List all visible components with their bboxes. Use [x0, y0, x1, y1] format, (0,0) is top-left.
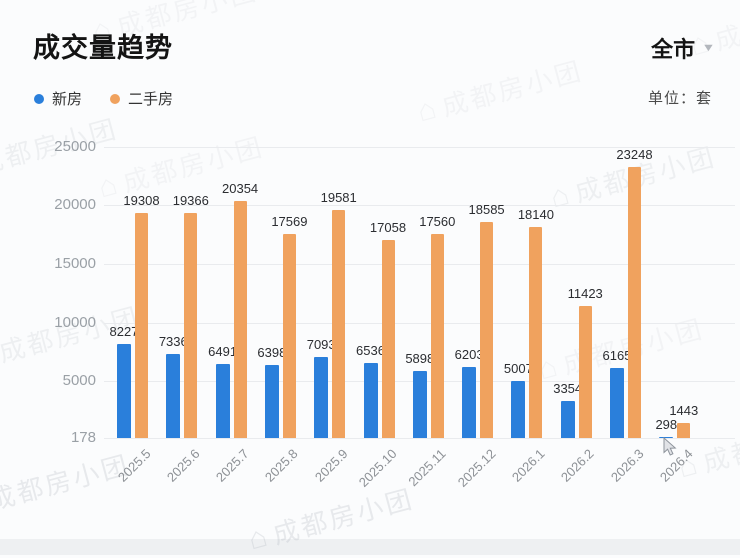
gridline: [104, 263, 735, 265]
bar-value-label: 6536: [356, 343, 385, 359]
bar-新房-2026.3: [610, 367, 624, 438]
bar-新房-2026.2: [560, 400, 575, 438]
bar-新房-2025.8: [264, 365, 279, 438]
bar-value-label: 17560: [419, 213, 456, 229]
bar-value-label: 18585: [468, 201, 505, 217]
bar-value-label: 6203: [454, 347, 484, 363]
bar-value-label: 17058: [369, 219, 407, 235]
bar-新房-2025.10: [363, 363, 378, 438]
bar-二手房-2026.1: [529, 227, 543, 438]
legend-label: 二手房: [128, 91, 174, 108]
gridline: [104, 438, 735, 439]
bar-value-label: 3354: [553, 380, 583, 396]
y-axis-tick-label: 178: [70, 429, 96, 446]
bar-新房-2025.5: [117, 343, 131, 438]
bar-新房-2026.1: [511, 381, 526, 438]
bar-新房-2025.12: [462, 367, 477, 438]
legend-item-new-homes: 新房: [34, 88, 82, 109]
bar-二手房-2025.12: [480, 221, 494, 438]
gridline: [104, 205, 735, 207]
legend-dot-new-homes: [34, 93, 44, 104]
bar-value-label: 6491: [208, 343, 238, 359]
bar-value-label: 6165: [602, 347, 632, 363]
bar-value-label: 298: [655, 416, 678, 432]
bar-新房-2025.11: [412, 370, 427, 438]
bar-value-label: 19581: [320, 190, 357, 206]
page-background-edge: [0, 539, 740, 555]
region-selector-label: 全市: [651, 37, 696, 62]
legend-label: 新房: [52, 91, 83, 108]
bar-二手房-2025.6: [184, 212, 198, 438]
bar-value-label: 7093: [306, 336, 336, 352]
bar-二手房-2025.9: [332, 210, 346, 438]
bar-value-label: 23248: [616, 147, 653, 163]
bar-二手房-2026.2: [578, 305, 592, 438]
bar-value-label: 7336: [158, 333, 188, 349]
bar-二手房-2025.11: [430, 233, 444, 438]
y-axis-tick-label: 25000: [54, 137, 96, 155]
bar-value-label: 17569: [271, 213, 308, 229]
bar-value-label: 6398: [257, 345, 287, 360]
legend-item-secondhand-homes: 二手房: [110, 88, 173, 109]
y-axis-tick-label: 20000: [54, 196, 96, 214]
bar-二手房-2025.10: [381, 239, 395, 438]
bar-value-label: 20354: [222, 181, 259, 197]
y-axis-tick-label: 5000: [62, 372, 96, 390]
bar-value-label: 19366: [172, 192, 209, 208]
mouse-cursor-icon: [663, 437, 677, 456]
y-axis-tick-label: 10000: [54, 313, 96, 331]
region-selector[interactable]: 全市 ▼: [651, 32, 716, 64]
gridline: [104, 146, 735, 148]
bar-二手房-2025.5: [135, 213, 148, 438]
bar-value-label: 18140: [517, 207, 554, 223]
bar-新房-2026.4: [659, 436, 674, 438]
chart-legend: 新房 二手房: [34, 88, 173, 109]
bar-value-label: 1443: [669, 403, 699, 419]
chevron-down-icon: ▼: [701, 42, 716, 54]
bar-value-label: 8227: [109, 323, 139, 339]
bar-二手房-2025.7: [233, 201, 247, 438]
y-axis-tick-label: 15000: [54, 254, 96, 272]
page-title: 成交量趋势: [33, 33, 173, 63]
bar-新房-2025.6: [166, 353, 181, 438]
gridline: [104, 322, 735, 324]
bar-二手房-2026.4: [677, 423, 691, 438]
bar-value-label: 19308: [123, 193, 160, 209]
bar-value-label: 11423: [567, 285, 603, 301]
bar-新房-2025.7: [215, 363, 230, 438]
bar-value-label: 5007: [503, 361, 533, 377]
bar-新房-2025.9: [314, 356, 329, 438]
unit-label: 单位：套: [647, 90, 712, 107]
legend-dot-secondhand-homes: [110, 93, 121, 104]
bar-value-label: 5898: [405, 350, 435, 366]
bar-二手房-2025.8: [282, 233, 296, 438]
bar-二手房-2026.3: [628, 167, 641, 438]
